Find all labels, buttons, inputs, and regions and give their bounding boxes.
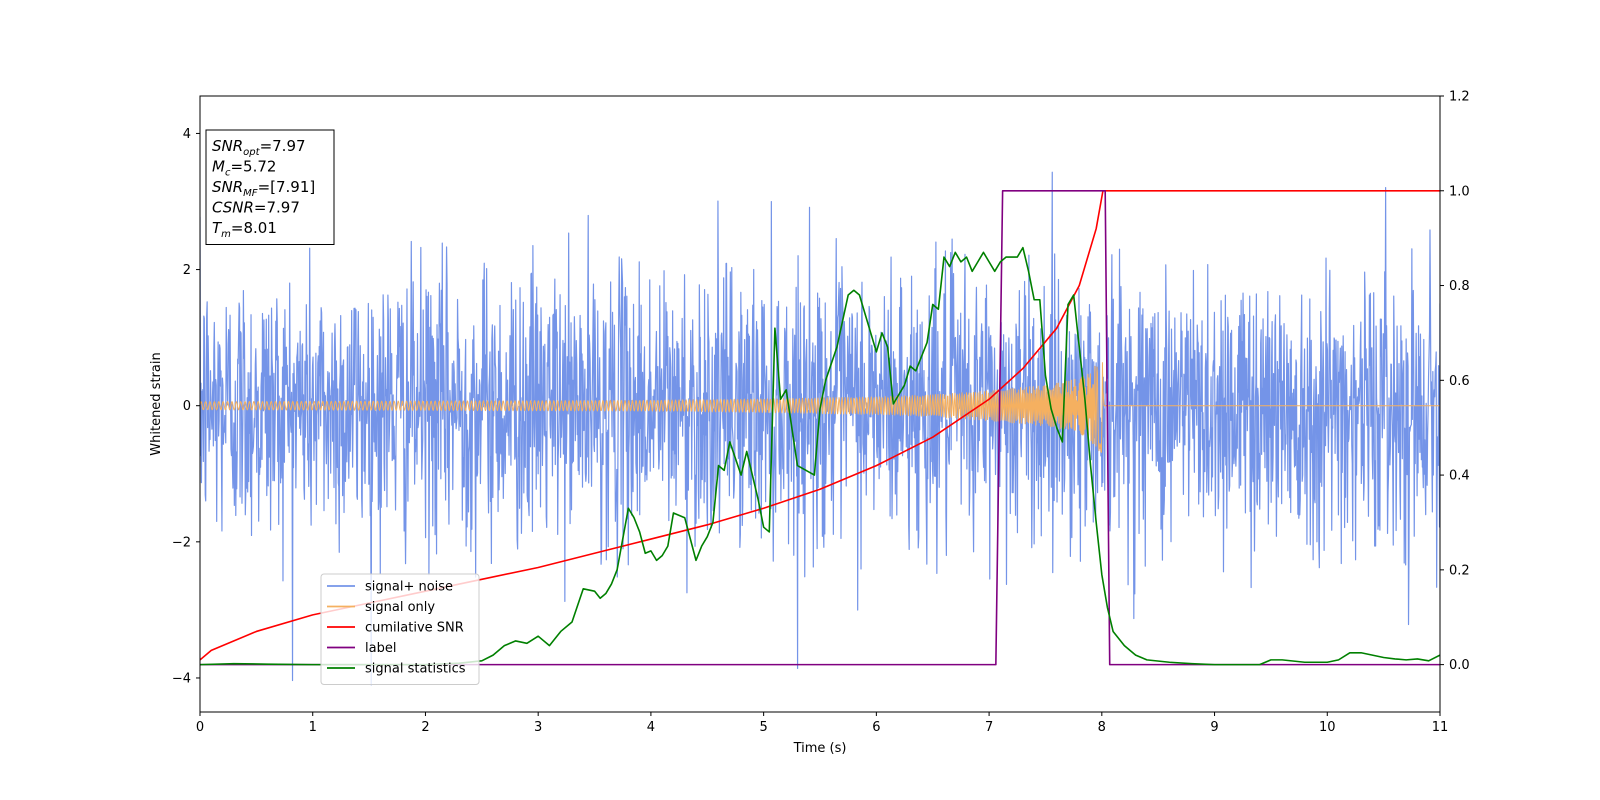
x-tick-label: 6 <box>872 720 880 735</box>
legend-label-label: label <box>365 641 396 656</box>
annotation-line: Mc=5.72 <box>212 158 276 179</box>
y-right-tick-label: 0.8 <box>1449 279 1470 294</box>
x-tick-label: 1 <box>309 720 317 735</box>
x-tick-label: 7 <box>985 720 993 735</box>
y-left-tick-label: 4 <box>183 127 191 142</box>
x-tick-label: 4 <box>647 720 655 735</box>
y-left-tick-label: −4 <box>172 671 191 686</box>
series-label <box>200 189 1440 666</box>
x-tick-label: 11 <box>1432 720 1449 735</box>
y-left-tick-label: −2 <box>172 535 191 550</box>
y-right-tick-label: 0.2 <box>1449 563 1470 578</box>
y-axis-left: −4 −2 0 2 4 <box>172 127 200 686</box>
y-right-tick-label: 0.4 <box>1449 469 1470 484</box>
legend-label-signal-only: signal only <box>365 600 435 615</box>
y-axis-right: 0.0 0.2 0.4 0.6 0.8 1.0 1.2 <box>1440 90 1470 673</box>
x-tick-label: 10 <box>1319 720 1336 735</box>
y-right-tick-label: 0.6 <box>1449 374 1470 389</box>
legend-label-cumilative-snr: cumilative SNR <box>365 621 464 636</box>
annotation-line: Tm=8.01 <box>212 219 277 240</box>
x-tick-label: 9 <box>1210 720 1218 735</box>
legend: signal+ noise signal only cumilative SNR la… <box>320 573 480 685</box>
x-tick-label: 5 <box>759 720 767 735</box>
legend-frame <box>320 573 480 685</box>
y-axis-left-label: Whitened strain <box>149 352 164 455</box>
series-signal-noise <box>200 171 1440 686</box>
x-tick-label: 3 <box>534 720 542 735</box>
y-right-tick-label: 1.0 <box>1449 184 1470 199</box>
annotation-line: CSNR=7.97 <box>212 199 300 217</box>
x-axis-label: Time (s) <box>793 741 847 756</box>
legend-label-signal-noise: signal+ noise <box>365 580 453 595</box>
y-left-tick-label: 2 <box>183 263 191 278</box>
legend-label-signal-statistics: signal statistics <box>365 662 466 677</box>
x-tick-label: 8 <box>1098 720 1106 735</box>
series-signal-statistics <box>200 246 1440 666</box>
y-right-tick-label: 1.2 <box>1449 90 1470 105</box>
annotation-line: SNRopt=7.97 <box>212 137 306 158</box>
annotation-line: SNRMF=[7.91] <box>212 178 315 199</box>
plot-area-frame <box>199 95 1441 713</box>
x-axis: 0 1 2 3 4 5 6 7 8 9 10 11 <box>196 712 1448 735</box>
x-tick-label: 0 <box>196 720 204 735</box>
annotation-frame <box>205 129 335 245</box>
y-left-tick-label: 0 <box>183 399 191 414</box>
y-right-tick-label: 0.0 <box>1449 658 1470 673</box>
series-signal-only <box>200 362 1440 453</box>
x-tick-label: 2 <box>421 720 429 735</box>
